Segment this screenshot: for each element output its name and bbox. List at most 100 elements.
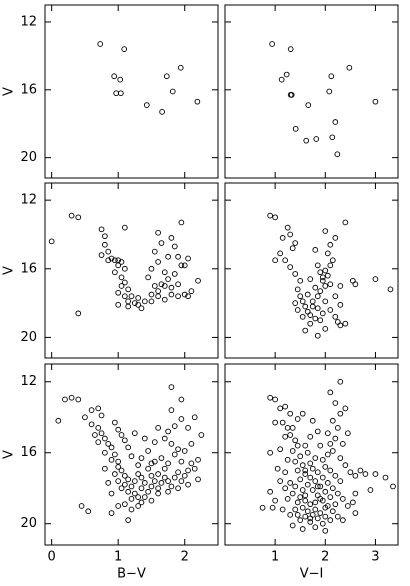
data-point	[289, 448, 296, 454]
data-point	[138, 305, 145, 312]
data-point	[309, 487, 316, 493]
data-point	[163, 73, 170, 80]
data-point	[95, 405, 102, 412]
data-point	[178, 396, 185, 403]
data-point	[294, 511, 301, 518]
data-point	[178, 458, 185, 465]
data-point	[181, 291, 188, 298]
data-point	[382, 474, 389, 481]
data-point	[287, 231, 294, 238]
data-point	[279, 506, 286, 513]
data-point	[175, 485, 181, 492]
data-point	[161, 465, 168, 472]
data-point	[334, 490, 341, 497]
data-point	[334, 425, 341, 431]
data-point	[319, 520, 326, 527]
data-point	[195, 456, 201, 463]
data-point	[148, 291, 155, 298]
data-point	[155, 490, 161, 497]
data-point	[319, 456, 326, 463]
data-point	[148, 483, 155, 490]
panel-frame	[224, 4, 399, 179]
data-point	[292, 483, 299, 490]
data-point	[329, 134, 336, 141]
data-point	[188, 441, 195, 447]
data-point	[135, 462, 142, 468]
data-point	[165, 428, 171, 435]
data-point	[289, 245, 296, 252]
data-point	[155, 471, 161, 477]
data-point	[332, 313, 339, 320]
data-point	[303, 137, 310, 144]
data-point	[334, 151, 341, 158]
data-point	[292, 125, 299, 132]
data-point	[357, 467, 364, 474]
data-point	[105, 257, 112, 264]
data-point	[322, 298, 329, 305]
data-point	[287, 480, 294, 486]
data-point	[327, 467, 334, 474]
y-tick-label: 16	[20, 82, 37, 97]
data-point	[314, 293, 321, 300]
data-point	[287, 511, 294, 518]
data-point	[178, 478, 185, 484]
data-point	[158, 455, 165, 461]
x-tick-label: 1	[271, 550, 279, 565]
data-point	[292, 437, 299, 444]
data-point	[317, 442, 324, 449]
data-point	[302, 492, 309, 499]
data-point	[305, 102, 312, 108]
data-point	[372, 471, 379, 477]
data-point	[168, 384, 175, 390]
data-point	[307, 433, 314, 440]
data-point	[191, 465, 198, 472]
data-point	[352, 472, 359, 479]
data-point	[115, 301, 122, 308]
data-point	[168, 235, 175, 241]
data-point	[294, 499, 301, 506]
panel-frame	[224, 182, 399, 359]
data-point	[327, 307, 334, 313]
data-point	[327, 494, 334, 500]
data-point	[302, 327, 309, 334]
data-point	[292, 506, 299, 513]
data-point	[125, 303, 132, 310]
x-axis-label: B−V	[117, 567, 146, 582]
data-point	[345, 503, 351, 509]
data-point	[277, 478, 284, 484]
data-point	[141, 298, 148, 305]
y-tick-label: 20	[20, 150, 37, 165]
y-axis-label: V	[2, 87, 17, 96]
data-point	[177, 64, 184, 71]
data-point	[314, 428, 321, 435]
data-point	[128, 293, 135, 300]
data-point	[307, 515, 314, 522]
data-point	[112, 471, 118, 477]
data-point	[322, 283, 329, 289]
data-point	[309, 303, 316, 310]
data-point	[108, 456, 115, 463]
data-point	[337, 301, 344, 308]
data-point	[337, 478, 344, 484]
data-point	[175, 281, 181, 288]
data-point	[198, 432, 205, 438]
data-point	[279, 419, 286, 426]
y-tick-label: 12	[20, 193, 37, 208]
data-point	[171, 451, 178, 458]
data-point	[317, 510, 324, 516]
data-point	[299, 526, 306, 532]
data-point	[346, 64, 353, 71]
data-point	[322, 464, 329, 470]
data-point	[332, 293, 339, 300]
data-point	[155, 425, 161, 431]
data-point	[324, 451, 331, 458]
data-point	[347, 469, 354, 476]
data-point	[151, 458, 158, 465]
data-point	[292, 271, 299, 277]
data-point	[259, 504, 266, 511]
data-point	[322, 527, 329, 534]
data-point	[322, 228, 329, 234]
data-point	[175, 446, 181, 453]
data-point	[324, 250, 331, 257]
data-point	[68, 212, 75, 219]
